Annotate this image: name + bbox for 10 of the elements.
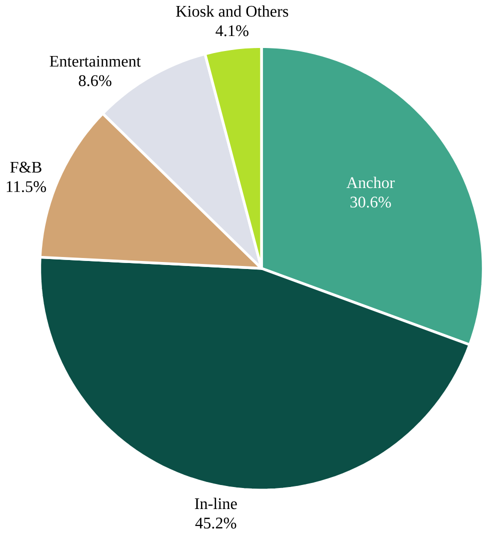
slice-label: Entertainment xyxy=(50,56,141,67)
data-label: 11.5% xyxy=(7,181,46,192)
slice-label: Anchor xyxy=(346,176,395,188)
slice-label: Kiosk and Others xyxy=(176,5,288,17)
data-label: 45.2% xyxy=(196,518,236,529)
slice-label: F&B xyxy=(10,162,42,173)
data-label: 30.6% xyxy=(350,196,392,208)
data-label: 4.1% xyxy=(216,25,249,36)
slice-label: In-line xyxy=(195,498,238,510)
data-label: 8.6% xyxy=(79,75,112,86)
